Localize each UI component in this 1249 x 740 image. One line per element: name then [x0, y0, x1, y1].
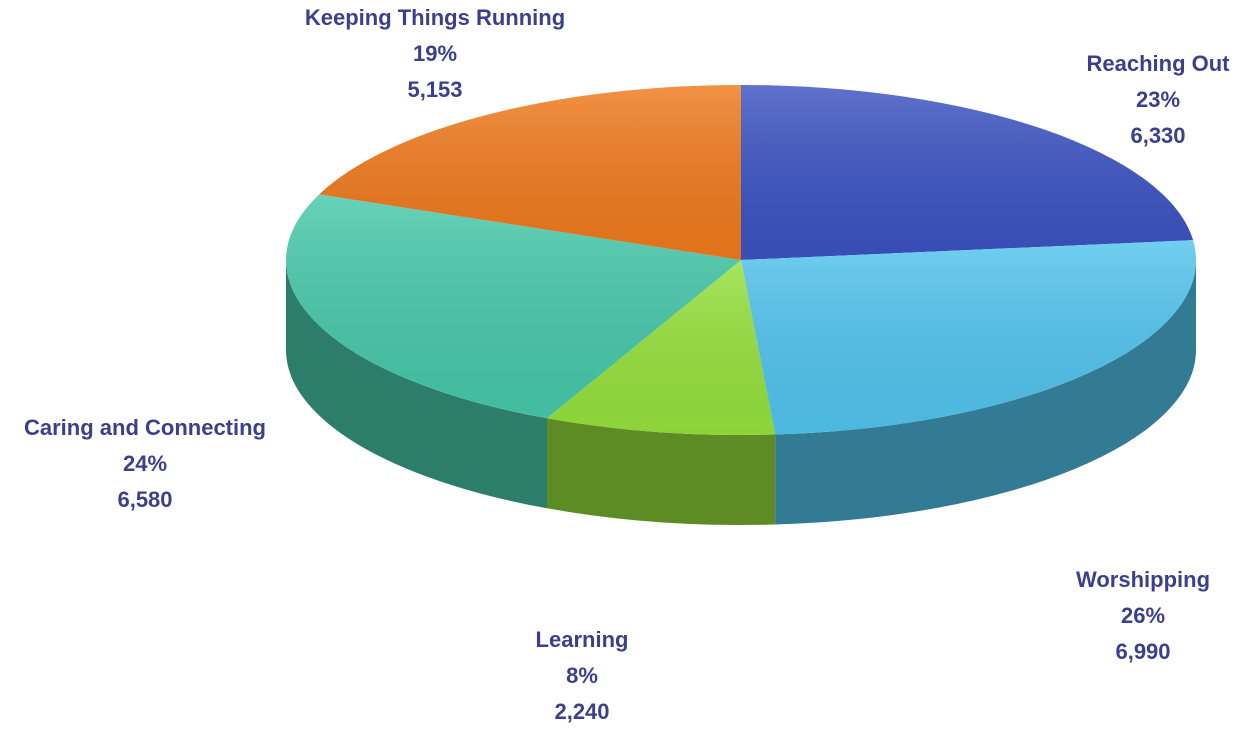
slice-name: Reaching Out: [1086, 51, 1230, 76]
slice-label-worshipping: Worshipping 26% 6,990: [1033, 562, 1249, 670]
pie-slice-shade-reaching-out: [741, 85, 1194, 260]
slice-name: Keeping Things Running: [304, 5, 566, 30]
pie-slice-shade-learning: [546, 260, 776, 436]
pie-side-caring-and-connecting: [286, 260, 547, 509]
slice-percent: 8%: [566, 663, 598, 688]
slice-label-learning: Learning 8% 2,240: [472, 622, 692, 730]
slice-label-keeping-things-running: Keeping Things Running 19% 5,153: [270, 0, 600, 108]
pie-side-learning: [546, 418, 776, 525]
pie-tops: [285, 85, 1196, 436]
slice-value: 2,240: [554, 699, 610, 724]
slice-value: 5,153: [407, 77, 463, 102]
slice-value: 6,330: [1130, 123, 1186, 148]
slice-percent: 24%: [122, 451, 168, 476]
slice-name: Worshipping: [1075, 567, 1211, 592]
slice-name: Caring and Connecting: [24, 415, 266, 440]
pie-slice-shade-worshipping: [741, 240, 1196, 435]
pie-side-worshipping: [775, 260, 1196, 525]
pie-slice-shade-keeping-things-running: [319, 85, 741, 260]
slice-value: 6,580: [117, 487, 173, 512]
slice-percent: 23%: [1135, 87, 1181, 112]
slice-percent: 26%: [1120, 603, 1166, 628]
slice-label-reaching-out: Reaching Out 23% 6,330: [1048, 46, 1249, 154]
slice-name: Learning: [535, 627, 629, 652]
slice-percent: 19%: [412, 41, 458, 66]
pie-slice-shade-caring-and-connecting: [285, 194, 741, 419]
pie-sides: [286, 260, 1196, 525]
slice-value: 6,990: [1115, 639, 1171, 664]
slice-label-caring-and-connecting: Caring and Connecting 24% 6,580: [0, 410, 290, 518]
